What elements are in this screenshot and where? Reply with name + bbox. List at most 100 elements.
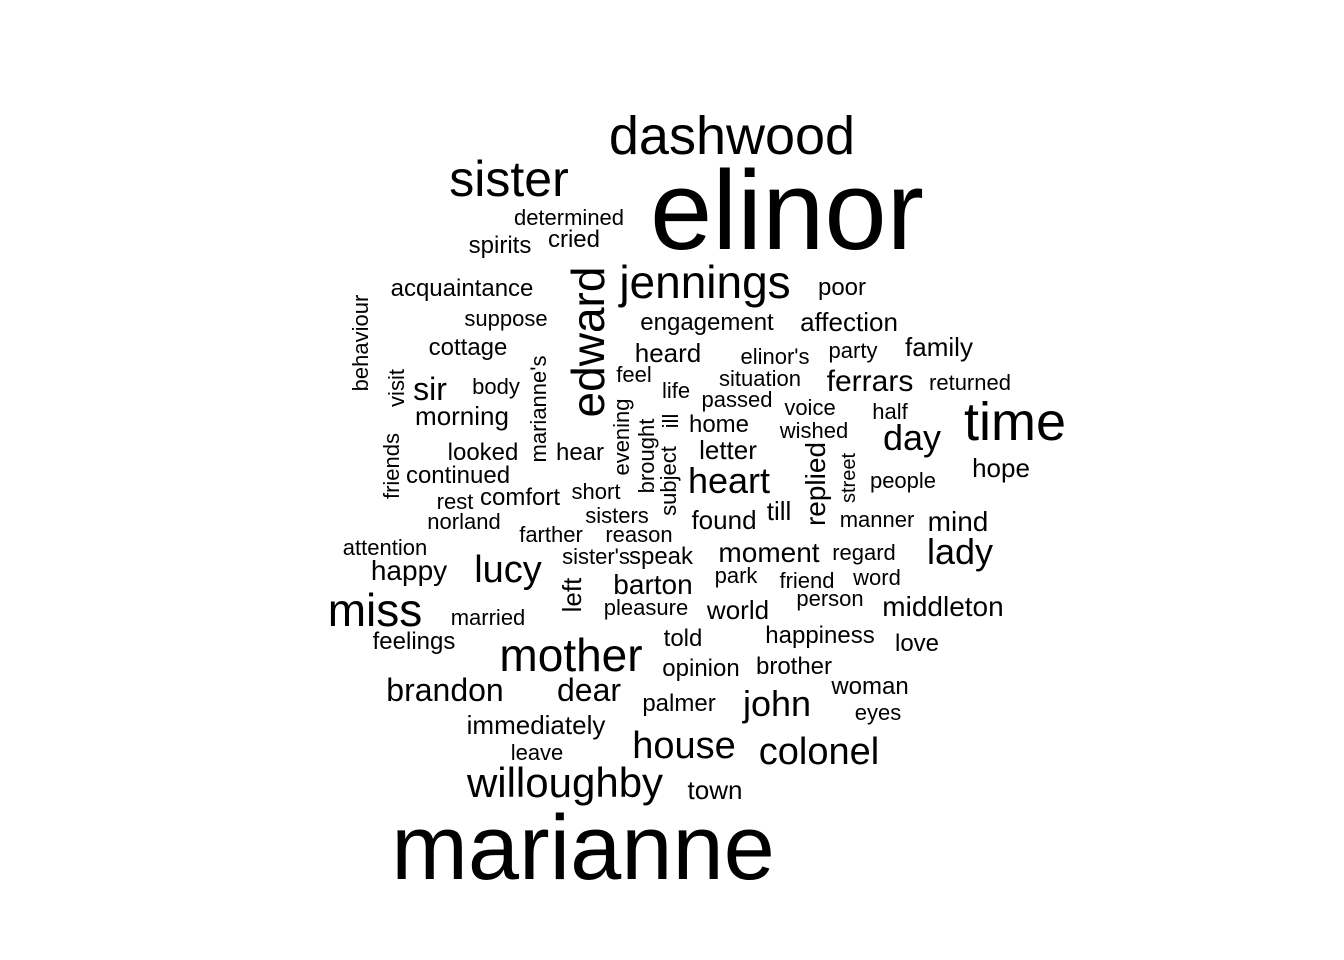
word-affection: affection (800, 307, 898, 337)
word-people: people (869, 468, 937, 493)
word-norland: norland (427, 509, 501, 534)
word-rest: rest (436, 489, 474, 514)
word-edward: edward (562, 266, 614, 418)
word-cottage: cottage (428, 334, 508, 361)
word-love: love (894, 630, 940, 657)
word-letter: letter (699, 435, 757, 465)
word-lucy: lucy (474, 549, 542, 591)
word-ferrars: ferrars (826, 365, 914, 398)
word-half: half (872, 399, 908, 424)
word-till: till (766, 496, 792, 526)
word-friend: friend (779, 568, 835, 593)
word-subject: subject (656, 446, 681, 516)
word-middleton: middleton (882, 591, 1004, 622)
word-dear: dear (556, 672, 622, 708)
word-acquaintance: acquaintance (390, 275, 534, 302)
word-voice: voice (784, 395, 836, 420)
word-immediately: immediately (466, 710, 606, 740)
word-determined: determined (513, 205, 625, 230)
word-poor: poor (817, 274, 867, 301)
word-day: day (882, 417, 942, 458)
word-sisters: sisters (585, 503, 649, 528)
word-john: john (742, 683, 812, 724)
word-spirits: spirits (468, 232, 532, 259)
word-feelings: feelings (372, 628, 456, 655)
word-colonel: colonel (758, 731, 880, 773)
word-comfort: comfort (479, 484, 561, 511)
word-ill: ill (658, 413, 683, 429)
word-reason: reason (605, 522, 673, 547)
word-mother: mother (499, 629, 643, 681)
word-happy: happy (370, 555, 448, 586)
word-marianne: marianne (391, 797, 775, 899)
word-world: world (706, 595, 770, 625)
word-situation: situation (719, 366, 801, 391)
word-mind: mind (927, 506, 989, 537)
word-time: time (963, 392, 1067, 452)
word-sisters: sister's (562, 544, 630, 569)
word-person: person (796, 586, 864, 611)
word-moment: moment (718, 537, 820, 568)
word-speak: speak (628, 543, 694, 570)
word-leave: leave (510, 740, 564, 765)
word-woman: woman (831, 673, 909, 700)
word-friends: friends (379, 432, 404, 500)
word-willoughby: willoughby (466, 759, 664, 806)
word-left: left (557, 577, 587, 613)
word-family: family (905, 332, 973, 362)
word-opinion: opinion (662, 655, 740, 682)
word-barton: barton (613, 569, 693, 600)
word-attention: attention (342, 535, 428, 560)
word-street: street (838, 452, 860, 504)
word-short: short (571, 479, 621, 504)
word-hope: hope (972, 453, 1030, 483)
word-wished: wished (779, 418, 849, 443)
word-life: life (661, 378, 691, 403)
word-eyes: eyes (854, 700, 902, 725)
word-sister: sister (449, 151, 569, 207)
word-brother: brother (755, 653, 833, 680)
word-told: told (663, 625, 703, 652)
word-manner: manner (839, 507, 915, 532)
word-regard: regard (832, 540, 896, 565)
word-elinors: elinor's (740, 344, 810, 369)
word-heard: heard (634, 338, 702, 368)
word-town: town (687, 775, 743, 805)
word-looked: looked (447, 439, 519, 466)
word-happiness: happiness (765, 622, 875, 649)
word-pleasure: pleasure (603, 595, 689, 620)
word-evening: evening (609, 398, 634, 476)
word-engagement: engagement (640, 309, 774, 336)
word-replied: replied (800, 441, 831, 527)
word-farther: farther (519, 522, 583, 547)
word-jennings: jennings (619, 256, 791, 308)
word-dashwood: dashwood (608, 106, 856, 166)
word-house: house (632, 725, 736, 767)
word-elinor: elinor (650, 148, 924, 273)
word-hear: hear (555, 439, 605, 466)
word-suppose: suppose (464, 306, 548, 331)
word-party: party (828, 338, 878, 363)
word-mariannes: marianne's (526, 355, 551, 463)
word-body: body (472, 374, 520, 399)
word-visit: visit (384, 369, 409, 407)
word-morning: morning (415, 401, 509, 431)
word-home: home (688, 411, 750, 438)
word-found: found (691, 505, 757, 535)
word-sir: sir (413, 371, 447, 407)
word-lady: lady (926, 531, 994, 572)
word-passed: passed (701, 387, 773, 412)
word-continued: continued (405, 462, 511, 489)
word-park: park (714, 563, 758, 588)
word-feel: feel (616, 362, 652, 387)
word-brought: brought (634, 418, 659, 494)
word-word: word (853, 565, 901, 590)
word-behaviour: behaviour (348, 294, 373, 392)
word-returned: returned (929, 370, 1011, 395)
word-heart: heart (687, 460, 771, 501)
word-cried: cried (547, 226, 601, 253)
word-married: married (450, 605, 526, 630)
word-miss: miss (327, 584, 423, 636)
word-palmer: palmer (642, 690, 716, 717)
